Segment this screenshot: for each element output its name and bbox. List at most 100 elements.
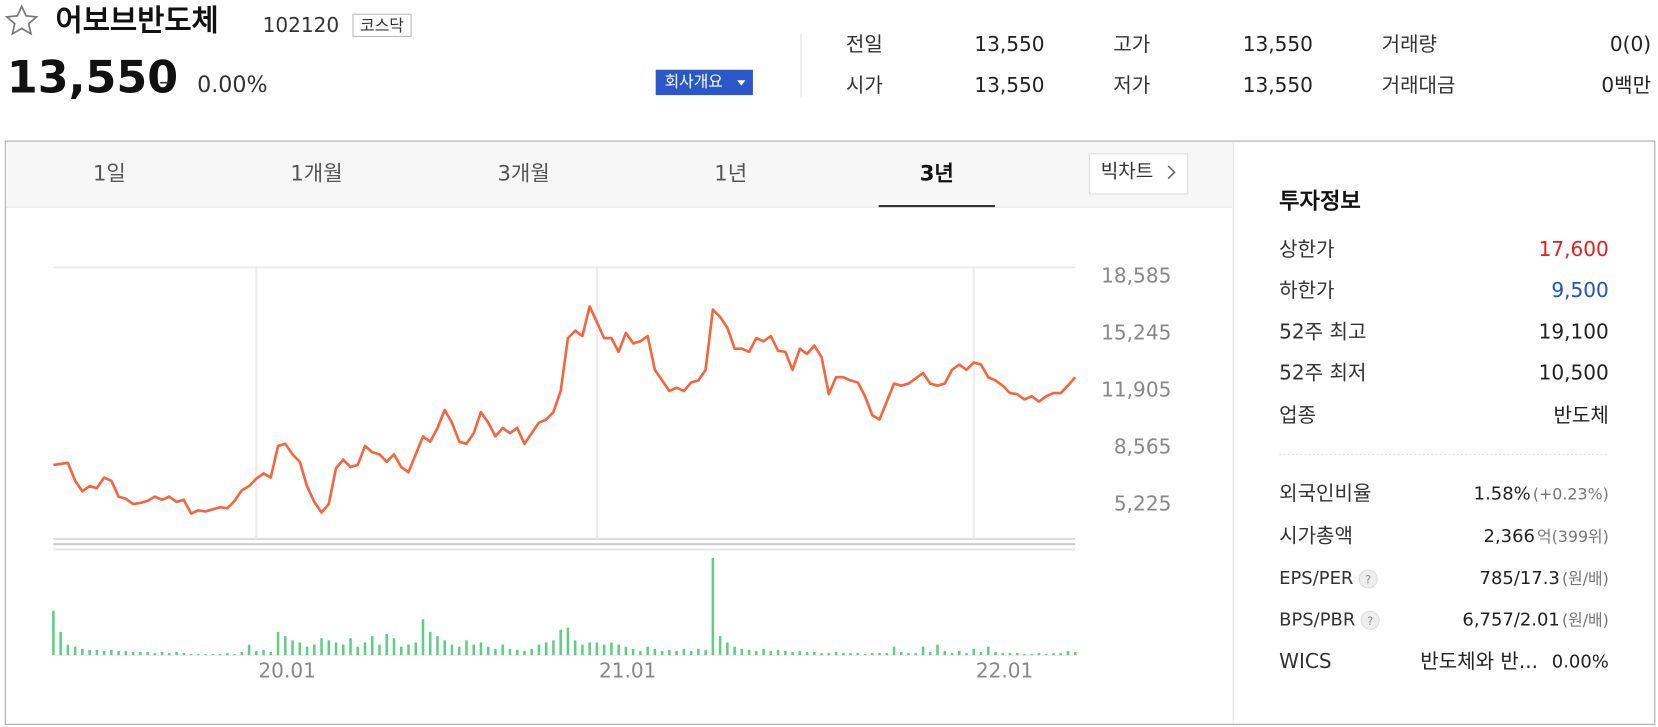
- help-mark[interactable]: ?: [1367, 614, 1373, 628]
- volume-bar: [950, 653, 954, 656]
- summary-label: 전일: [846, 32, 883, 56]
- volume-bar: [639, 650, 642, 656]
- volume-bar: [994, 651, 997, 656]
- info-value: 9,500: [1551, 278, 1608, 302]
- volume-bar: [624, 646, 628, 656]
- volume-bar: [878, 653, 881, 656]
- volume-bar: [95, 649, 99, 656]
- company-button-label[interactable]: 회사개요: [665, 72, 723, 91]
- volume-bar: [537, 644, 541, 656]
- info-value: 17,600: [1539, 237, 1609, 261]
- favorite-star[interactable]: [4, 4, 39, 36]
- summary-value: 13,550: [974, 32, 1044, 56]
- info-label: BPS/PBR: [1279, 609, 1355, 630]
- tab-bar: [5, 141, 1233, 208]
- volume-bar: [110, 649, 113, 656]
- period-tab[interactable]: 1개월: [290, 160, 342, 185]
- volume-bar: [291, 640, 294, 656]
- info-note: (원/배): [1562, 569, 1609, 588]
- y-tick-label: 11,905: [1101, 377, 1171, 401]
- period-tab[interactable]: 1년: [714, 160, 747, 185]
- x-tick-label: 22.01: [976, 659, 1033, 683]
- volume-bar: [805, 651, 809, 656]
- volume-bar: [327, 640, 331, 656]
- volume-bar: [88, 649, 91, 656]
- volume-bar: [900, 651, 903, 656]
- volume-bar: [320, 638, 323, 656]
- volume-bar: [334, 642, 338, 656]
- current-price: 13,550: [7, 52, 178, 103]
- help-icon[interactable]: [1360, 610, 1380, 630]
- y-tick-label: 8,565: [1114, 435, 1171, 459]
- period-tab[interactable]: 1일: [93, 160, 126, 185]
- volume-bar: [102, 650, 106, 656]
- help-mark[interactable]: ?: [1365, 573, 1371, 587]
- price-line: [53, 305, 1077, 515]
- info-label: 업종: [1279, 403, 1316, 427]
- volume-bar: [631, 648, 635, 656]
- volume-bar: [450, 644, 454, 656]
- volume-bar: [124, 650, 128, 656]
- volume-bar: [762, 648, 765, 656]
- volume-bar: [378, 644, 381, 656]
- summary-value: 13,550: [974, 73, 1044, 97]
- volume-bar: [733, 646, 736, 656]
- volume-bar: [515, 649, 519, 656]
- volume-bar: [979, 651, 983, 656]
- volume-bar: [617, 644, 620, 656]
- period-tab[interactable]: 3개월: [497, 160, 549, 185]
- volume-bar: [370, 636, 374, 656]
- stock-name: 어보브반도체: [56, 4, 219, 38]
- info-extra: 0.00%: [1552, 652, 1609, 673]
- help-icon[interactable]: [1358, 569, 1378, 589]
- volume-bar: [81, 648, 84, 656]
- volume-bar: [697, 648, 700, 656]
- volume-bar: [1023, 654, 1026, 656]
- volume-bar: [755, 650, 758, 656]
- volume-bar: [972, 648, 976, 656]
- volume-bar: [965, 653, 968, 656]
- summary-value: 0(0): [1610, 32, 1651, 56]
- summary-value: 13,550: [1243, 32, 1313, 56]
- volume-bar: [131, 651, 135, 656]
- volume-bar: [907, 653, 910, 656]
- info-label: 외국인비율: [1279, 481, 1371, 505]
- volume-bar: [523, 650, 526, 656]
- price-change: –: [159, 68, 171, 95]
- volume-bar: [711, 557, 715, 656]
- big-chart-label[interactable]: 빅차트: [1101, 161, 1153, 183]
- volume-bar: [530, 648, 533, 656]
- volume-bar: [153, 653, 157, 656]
- info-label: 상한가: [1279, 237, 1334, 261]
- volume-bar: [486, 646, 490, 656]
- y-tick-label: 18,585: [1101, 263, 1171, 287]
- volume-bar: [276, 631, 280, 656]
- volume-bar: [182, 653, 186, 656]
- volume-bar: [842, 653, 845, 656]
- volume-bar: [1037, 653, 1041, 656]
- volume-bar: [160, 651, 164, 656]
- volume-bar: [284, 636, 287, 656]
- volume-bar: [552, 640, 555, 656]
- x-tick-label: 20.01: [258, 659, 315, 683]
- volume-bar: [769, 650, 773, 656]
- volume-bar: [943, 650, 947, 656]
- volume-bar: [675, 650, 678, 656]
- info-label: 시가총액: [1279, 523, 1353, 547]
- volume-bar: [262, 649, 265, 656]
- big-chart-button[interactable]: [1088, 153, 1189, 195]
- volume-bar: [175, 651, 178, 656]
- volume-bar: [726, 642, 729, 656]
- summary-label: 시가: [846, 73, 883, 97]
- volume-bar: [566, 627, 570, 656]
- company-button[interactable]: [655, 69, 753, 96]
- info-value: 반도체와 반...: [1420, 649, 1538, 673]
- info-value: 19,100: [1539, 319, 1609, 343]
- period-tab[interactable]: 3년: [920, 160, 954, 185]
- info-value: 6,757/2.01: [1462, 609, 1559, 630]
- volume-bar: [146, 651, 149, 656]
- volume-bar: [407, 644, 410, 656]
- info-label: EPS/PER: [1279, 568, 1353, 589]
- info-value: 반도체: [1553, 403, 1608, 427]
